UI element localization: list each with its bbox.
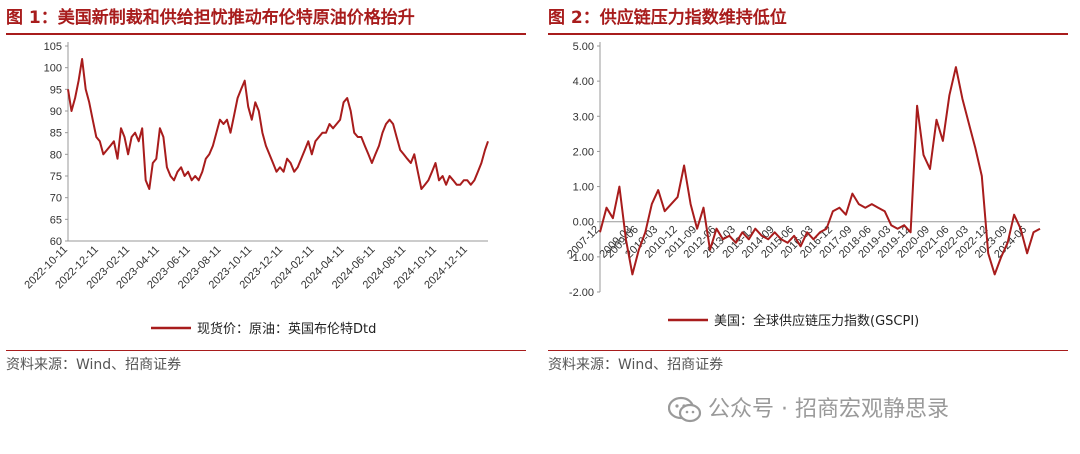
y-tick-label: 60 xyxy=(50,236,62,248)
y-tick-label: 85 xyxy=(50,128,62,140)
y-tick-label: 3.00 xyxy=(573,111,594,123)
y-tick-label: 80 xyxy=(50,149,62,161)
y-tick-label: 0.00 xyxy=(573,217,594,229)
y-tick-label: 4.00 xyxy=(573,76,594,88)
y-tick-label: 65 xyxy=(50,214,62,226)
y-tick-label: 100 xyxy=(44,63,62,75)
series-line xyxy=(67,58,489,190)
figure-1-bottom-rule xyxy=(6,350,526,351)
gscpi-chart: -2.00-1.000.001.002.003.004.005.002007-1… xyxy=(565,41,1041,329)
y-tick-label: -1.00 xyxy=(569,252,594,264)
brent-price-chart: 60657075808590951001052022-10-112022-12-… xyxy=(22,41,489,337)
series-line xyxy=(599,66,1041,276)
y-tick-label: -2.00 xyxy=(569,287,594,299)
figure-2-top-rule xyxy=(548,33,1068,35)
y-tick-label: 2.00 xyxy=(573,146,594,158)
y-tick-label: 95 xyxy=(50,84,62,96)
y-tick-label: 1.00 xyxy=(573,182,594,194)
y-tick-label: 90 xyxy=(50,106,62,118)
figure-1-title: 图 1：美国新制裁和供给担忧推动布伦特原油价格抬升 xyxy=(6,8,415,28)
figure-1-source: 资料来源：Wind、招商证券 xyxy=(6,357,182,373)
watermark-text: 公众号 · 招商宏观静思录 xyxy=(708,397,949,422)
wechat-icon xyxy=(668,396,702,423)
figure-1-top-rule xyxy=(6,33,526,35)
legend-label: 现货价：原油：英国布伦特Dtd xyxy=(197,321,376,337)
y-tick-label: 70 xyxy=(50,193,62,205)
figure-2-title: 图 2：供应链压力指数维持低位 xyxy=(548,8,787,28)
figure-2-bottom-rule xyxy=(548,350,1068,351)
watermark: 公众号 · 招商宏观静思录 xyxy=(668,392,949,428)
figure-2-source: 资料来源：Wind、招商证券 xyxy=(548,357,724,373)
legend-label: 美国：全球供应链压力指数(GSCPI) xyxy=(714,313,919,329)
y-tick-label: 5.00 xyxy=(573,41,594,53)
y-tick-label: 105 xyxy=(44,41,62,53)
y-tick-label: 75 xyxy=(50,171,62,183)
